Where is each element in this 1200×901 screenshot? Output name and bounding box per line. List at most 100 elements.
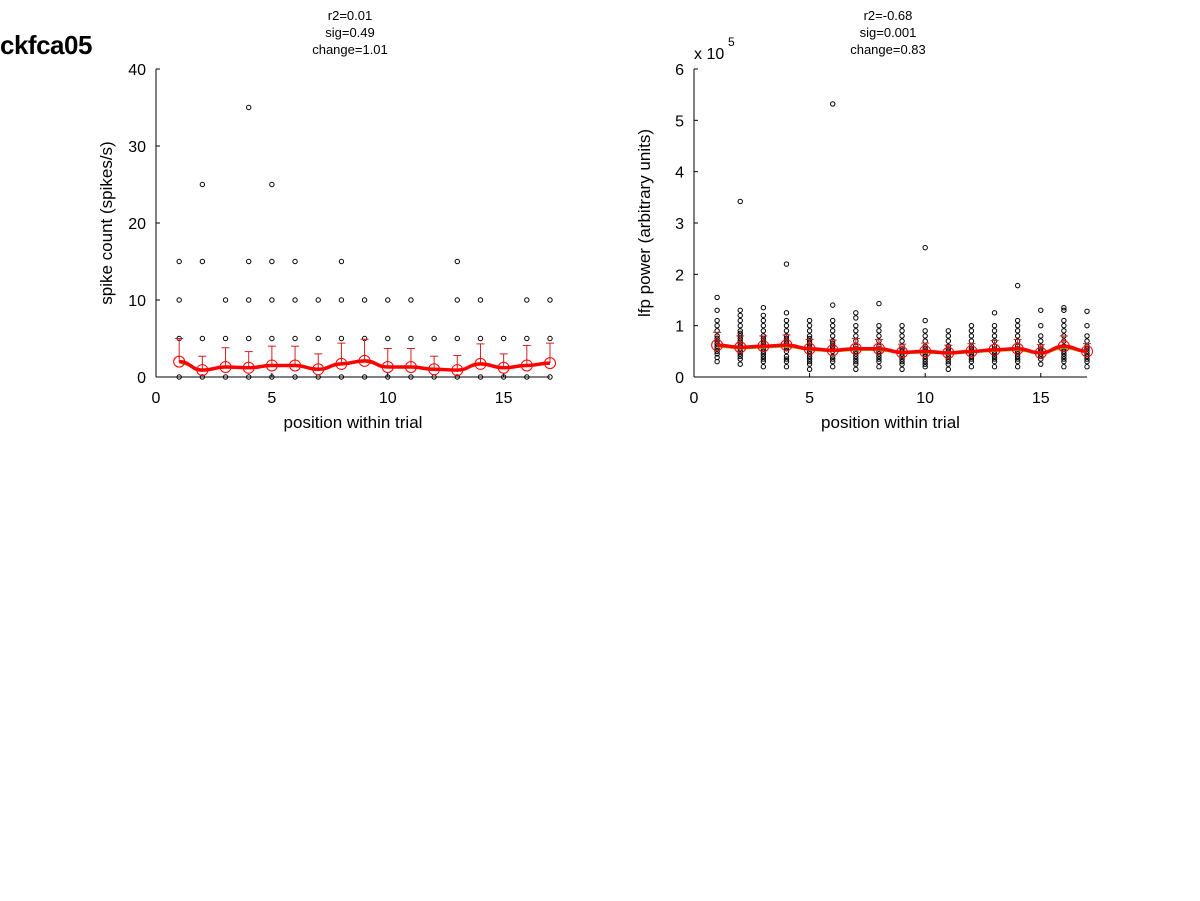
data-point [876, 358, 882, 365]
data-point [246, 297, 252, 303]
data-point [454, 258, 460, 265]
data-point [783, 358, 790, 365]
data-point [876, 322, 882, 329]
data-point [806, 358, 813, 365]
data-point [361, 297, 368, 303]
mean-marker [289, 359, 302, 372]
data-point [1014, 328, 1021, 334]
data-point [968, 338, 975, 344]
y-tick-label: 4 [675, 165, 684, 182]
x-tick-label: 10 [379, 390, 397, 407]
data-point [899, 356, 905, 362]
stats-line: r2=0.01 [328, 8, 372, 23]
mean-marker [780, 339, 793, 352]
data-point [338, 374, 345, 380]
data-point [477, 335, 484, 342]
data-point [547, 297, 553, 303]
mean-marker [711, 339, 724, 352]
data-point [385, 374, 391, 380]
data-point [714, 354, 720, 361]
data-point [737, 328, 743, 334]
data-point [246, 335, 252, 342]
mean-marker [919, 345, 932, 358]
data-point [853, 361, 859, 367]
x-axis-label: position within trial [284, 413, 423, 432]
data-point [292, 297, 298, 303]
mean-marker [1011, 342, 1024, 355]
data-point [1084, 358, 1090, 365]
data-point [853, 358, 859, 365]
data-point [408, 335, 414, 342]
data-point [477, 297, 484, 303]
data-point [853, 315, 859, 321]
x-tick-label: 0 [152, 390, 161, 407]
x-tick-label: 5 [267, 390, 276, 407]
mean-marker [872, 342, 885, 355]
data-point [991, 356, 998, 362]
mean-marker [965, 345, 978, 358]
data-point [222, 297, 229, 303]
mean-marker [1034, 346, 1047, 359]
data-point [1061, 353, 1067, 360]
page-title: ckfca05 [0, 30, 92, 60]
data-point [454, 297, 460, 303]
data-point [1084, 364, 1090, 370]
y-tick-label: 6 [675, 62, 684, 79]
data-point [737, 317, 743, 324]
x-tick-label: 15 [1032, 390, 1050, 407]
data-point [176, 374, 182, 380]
data-point [246, 258, 252, 265]
data-point [806, 322, 813, 329]
data-point [547, 335, 553, 342]
data-point [1014, 333, 1021, 339]
mean-marker [474, 357, 487, 370]
data-point [500, 335, 507, 342]
data-point [385, 335, 391, 342]
data-point [806, 333, 813, 339]
data-point [922, 328, 928, 334]
data-point [853, 310, 859, 316]
mean-marker [544, 357, 556, 370]
x-tick-label: 15 [495, 390, 513, 407]
data-point [408, 297, 414, 303]
data-point [737, 351, 743, 357]
mean-marker [381, 360, 394, 373]
data-point [737, 307, 743, 313]
data-point [269, 374, 275, 380]
data-point [714, 307, 720, 313]
data-point [783, 348, 790, 355]
data-point [783, 353, 790, 360]
data-point [945, 366, 951, 372]
data-point [714, 322, 720, 329]
data-point [315, 335, 321, 342]
data-point [1061, 328, 1067, 334]
data-point [760, 356, 767, 362]
data-point [1014, 358, 1021, 365]
data-point [1084, 322, 1090, 329]
data-point [714, 348, 720, 355]
data-point [830, 364, 836, 370]
data-point [968, 322, 975, 329]
data-point [385, 297, 391, 303]
data-point [1061, 307, 1067, 313]
data-point [222, 335, 229, 342]
data-point [945, 328, 951, 334]
spike-count-chart: r2=0.01 sig=0.49 change=1.01 0 10 20 30 40 0 5 10 1… [97, 8, 556, 432]
mean-marker [219, 360, 232, 373]
y-tick-label: 1 [675, 319, 684, 336]
data-point [524, 374, 530, 380]
data-point [830, 358, 836, 365]
data-point [547, 374, 553, 380]
x-tick-label: 0 [690, 390, 699, 407]
mean-marker [312, 363, 325, 376]
data-point [1061, 322, 1067, 329]
data-point [1061, 317, 1067, 324]
data-point [922, 361, 928, 367]
data-point [945, 358, 951, 365]
data-point [524, 297, 530, 303]
data-point [853, 322, 859, 329]
data-point [1084, 333, 1090, 339]
stats-line: sig=0.49 [325, 25, 375, 40]
data-point [783, 322, 790, 329]
